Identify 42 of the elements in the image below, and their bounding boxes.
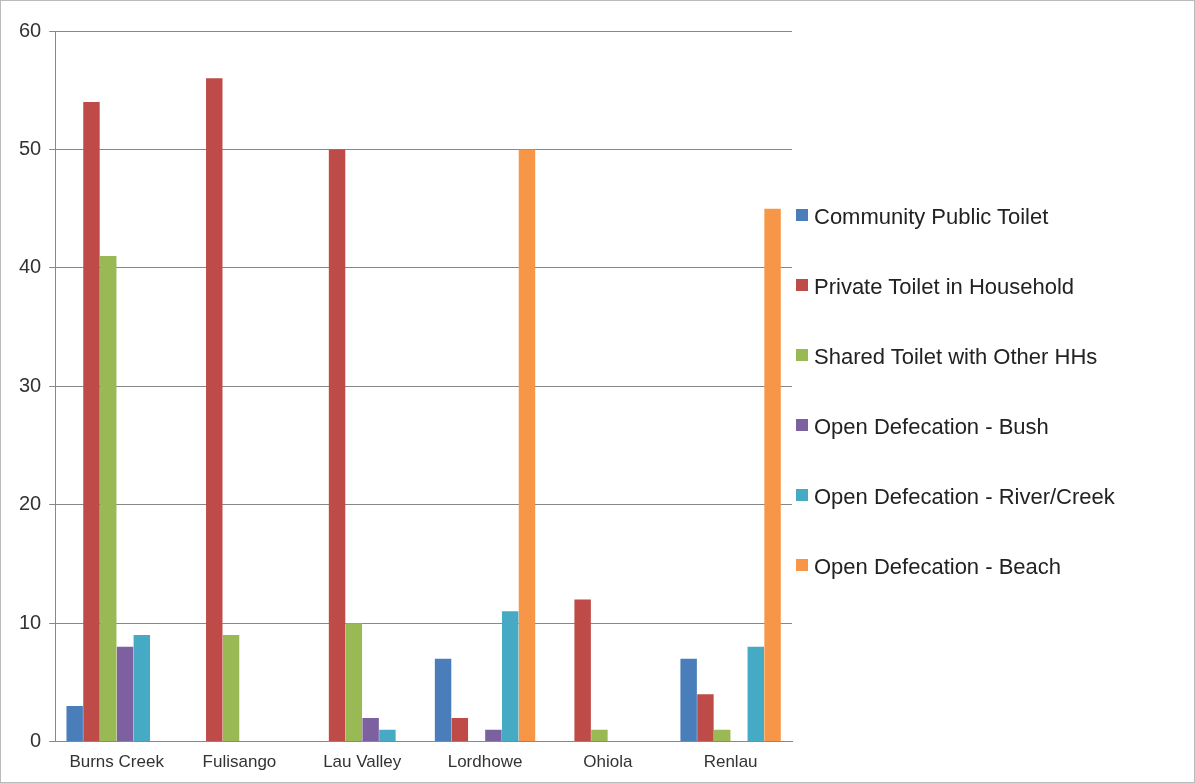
- bar: [66, 706, 83, 742]
- bar: [328, 149, 346, 742]
- bar: [379, 729, 396, 742]
- bar: [680, 658, 697, 742]
- y-tick-label: 30: [19, 373, 42, 396]
- bar: [591, 729, 608, 742]
- legend-label: Private Toilet in Household: [814, 272, 1075, 301]
- y-tick-label: 50: [19, 136, 42, 159]
- bar: [222, 635, 240, 742]
- bar: [133, 635, 151, 742]
- y-tick-label: 20: [19, 492, 42, 515]
- bar: [501, 611, 519, 742]
- legend-label: Open Defecation - River/Creek: [814, 482, 1115, 511]
- bar: [206, 78, 223, 742]
- bar: [697, 694, 714, 742]
- legend-label: Open Defecation - Bush: [814, 412, 1049, 441]
- x-tick-label: Lau Valley: [323, 752, 402, 772]
- bar: [83, 102, 100, 742]
- bar: [451, 717, 469, 742]
- y-tick-label: 10: [19, 610, 42, 633]
- bar: [345, 623, 363, 742]
- x-tick-label: Renlau: [703, 752, 758, 772]
- bar: [116, 646, 134, 742]
- bar: [362, 717, 379, 742]
- y-tick-label: 0: [30, 729, 42, 752]
- legend-label: Community Public Toilet: [814, 202, 1049, 231]
- y-tick-label: 40: [19, 255, 42, 278]
- bar: [713, 729, 731, 742]
- bar: [747, 646, 764, 742]
- x-tick-label: Ohiola: [583, 752, 633, 772]
- x-tick-label: Lordhowe: [447, 752, 523, 772]
- bar: [574, 599, 591, 742]
- x-tick-label: Burns Creek: [69, 752, 165, 772]
- y-tick-label: 60: [19, 18, 42, 41]
- bar: [100, 256, 117, 742]
- legend-label: Open Defecation - Beach: [814, 552, 1062, 581]
- bar: [434, 658, 452, 742]
- legend-label: Shared Toilet with Other HHs: [814, 342, 1098, 371]
- bar: [764, 208, 781, 742]
- bar: [485, 729, 502, 742]
- bar: [518, 149, 536, 742]
- x-tick-label: Fulisango: [202, 752, 277, 772]
